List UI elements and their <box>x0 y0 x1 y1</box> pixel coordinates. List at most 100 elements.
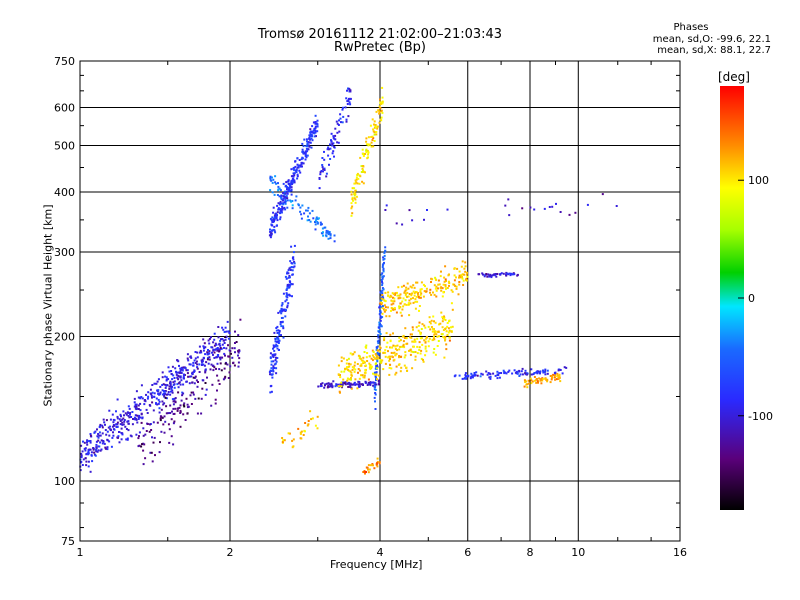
data-point <box>340 121 342 124</box>
data-point <box>437 279 440 282</box>
data-point <box>178 371 181 374</box>
data-point <box>190 375 193 378</box>
data-point <box>466 271 468 274</box>
data-point <box>417 295 420 298</box>
data-point <box>462 284 465 286</box>
data-point <box>366 352 369 354</box>
y-tick-label: 200 <box>54 331 75 344</box>
data-point <box>375 362 377 365</box>
data-point <box>269 391 272 394</box>
data-point <box>275 343 278 346</box>
data-point <box>299 432 302 435</box>
data-point <box>138 435 140 438</box>
x-tick-labels: 1 2 4 6 8 10 16 <box>77 546 688 559</box>
data-point <box>362 384 364 386</box>
data-point <box>288 283 291 286</box>
data-point <box>321 382 324 385</box>
data-point <box>315 135 317 138</box>
data-point <box>306 150 309 153</box>
data-point <box>172 381 175 384</box>
data-point <box>126 411 129 414</box>
data-point <box>380 297 383 300</box>
data-point <box>173 400 176 403</box>
data-point <box>375 365 378 368</box>
data-point <box>380 303 383 306</box>
data-point <box>125 413 128 416</box>
data-point <box>346 379 349 382</box>
data-point <box>286 287 289 290</box>
data-point <box>99 441 102 444</box>
data-point <box>270 229 273 232</box>
data-point <box>225 347 228 350</box>
data-point <box>220 338 222 341</box>
data-point <box>388 296 391 299</box>
data-point <box>109 428 112 431</box>
data-point <box>171 391 174 394</box>
data-point <box>179 412 182 414</box>
data-point <box>217 379 220 382</box>
data-point <box>519 373 522 376</box>
data-point <box>311 130 314 133</box>
data-point <box>360 383 363 386</box>
data-point <box>389 363 391 366</box>
data-point <box>321 157 324 159</box>
data-point <box>350 207 353 210</box>
data-point <box>349 385 352 387</box>
data-point <box>491 274 494 277</box>
data-point <box>364 171 366 174</box>
data-point <box>290 175 293 178</box>
data-point <box>202 338 205 341</box>
data-point <box>311 209 314 212</box>
data-point <box>144 457 147 460</box>
data-point <box>493 273 496 276</box>
data-point <box>280 211 283 214</box>
data-point <box>216 389 218 392</box>
data-point <box>280 198 283 201</box>
data-point <box>282 199 285 202</box>
data-point <box>382 275 384 278</box>
data-point <box>384 291 387 294</box>
data-point <box>284 190 287 193</box>
data-point <box>153 392 156 395</box>
data-point <box>358 357 361 360</box>
data-point <box>164 396 167 399</box>
data-point <box>513 273 516 276</box>
data-point <box>432 315 435 318</box>
data-point <box>445 287 447 290</box>
data-point <box>412 301 415 304</box>
data-point <box>314 228 317 231</box>
data-point <box>277 311 280 314</box>
data-point <box>323 169 326 171</box>
data-point <box>106 439 109 442</box>
data-point <box>275 340 278 343</box>
data-point <box>373 371 376 374</box>
data-point <box>530 382 533 385</box>
data-point <box>344 106 347 109</box>
data-point <box>494 374 497 377</box>
data-point <box>370 366 373 369</box>
data-point <box>225 330 228 333</box>
data-point <box>272 355 275 358</box>
data-point <box>316 427 319 430</box>
data-point <box>437 330 440 333</box>
data-point <box>145 393 147 396</box>
data-point <box>458 274 461 277</box>
data-point <box>373 356 375 359</box>
data-point <box>153 436 156 439</box>
data-point <box>461 273 464 276</box>
data-point <box>439 275 442 278</box>
data-point <box>131 411 134 413</box>
data-point <box>601 193 604 196</box>
data-point <box>119 420 122 422</box>
data-point <box>151 384 154 386</box>
data-point <box>293 261 296 263</box>
data-point <box>374 353 377 356</box>
data-point <box>301 165 303 168</box>
data-point <box>368 362 371 365</box>
data-point <box>165 397 168 400</box>
data-point <box>382 296 385 299</box>
data-point <box>154 454 156 457</box>
data-point <box>116 398 119 401</box>
data-point <box>184 367 187 370</box>
data-point <box>395 222 398 225</box>
